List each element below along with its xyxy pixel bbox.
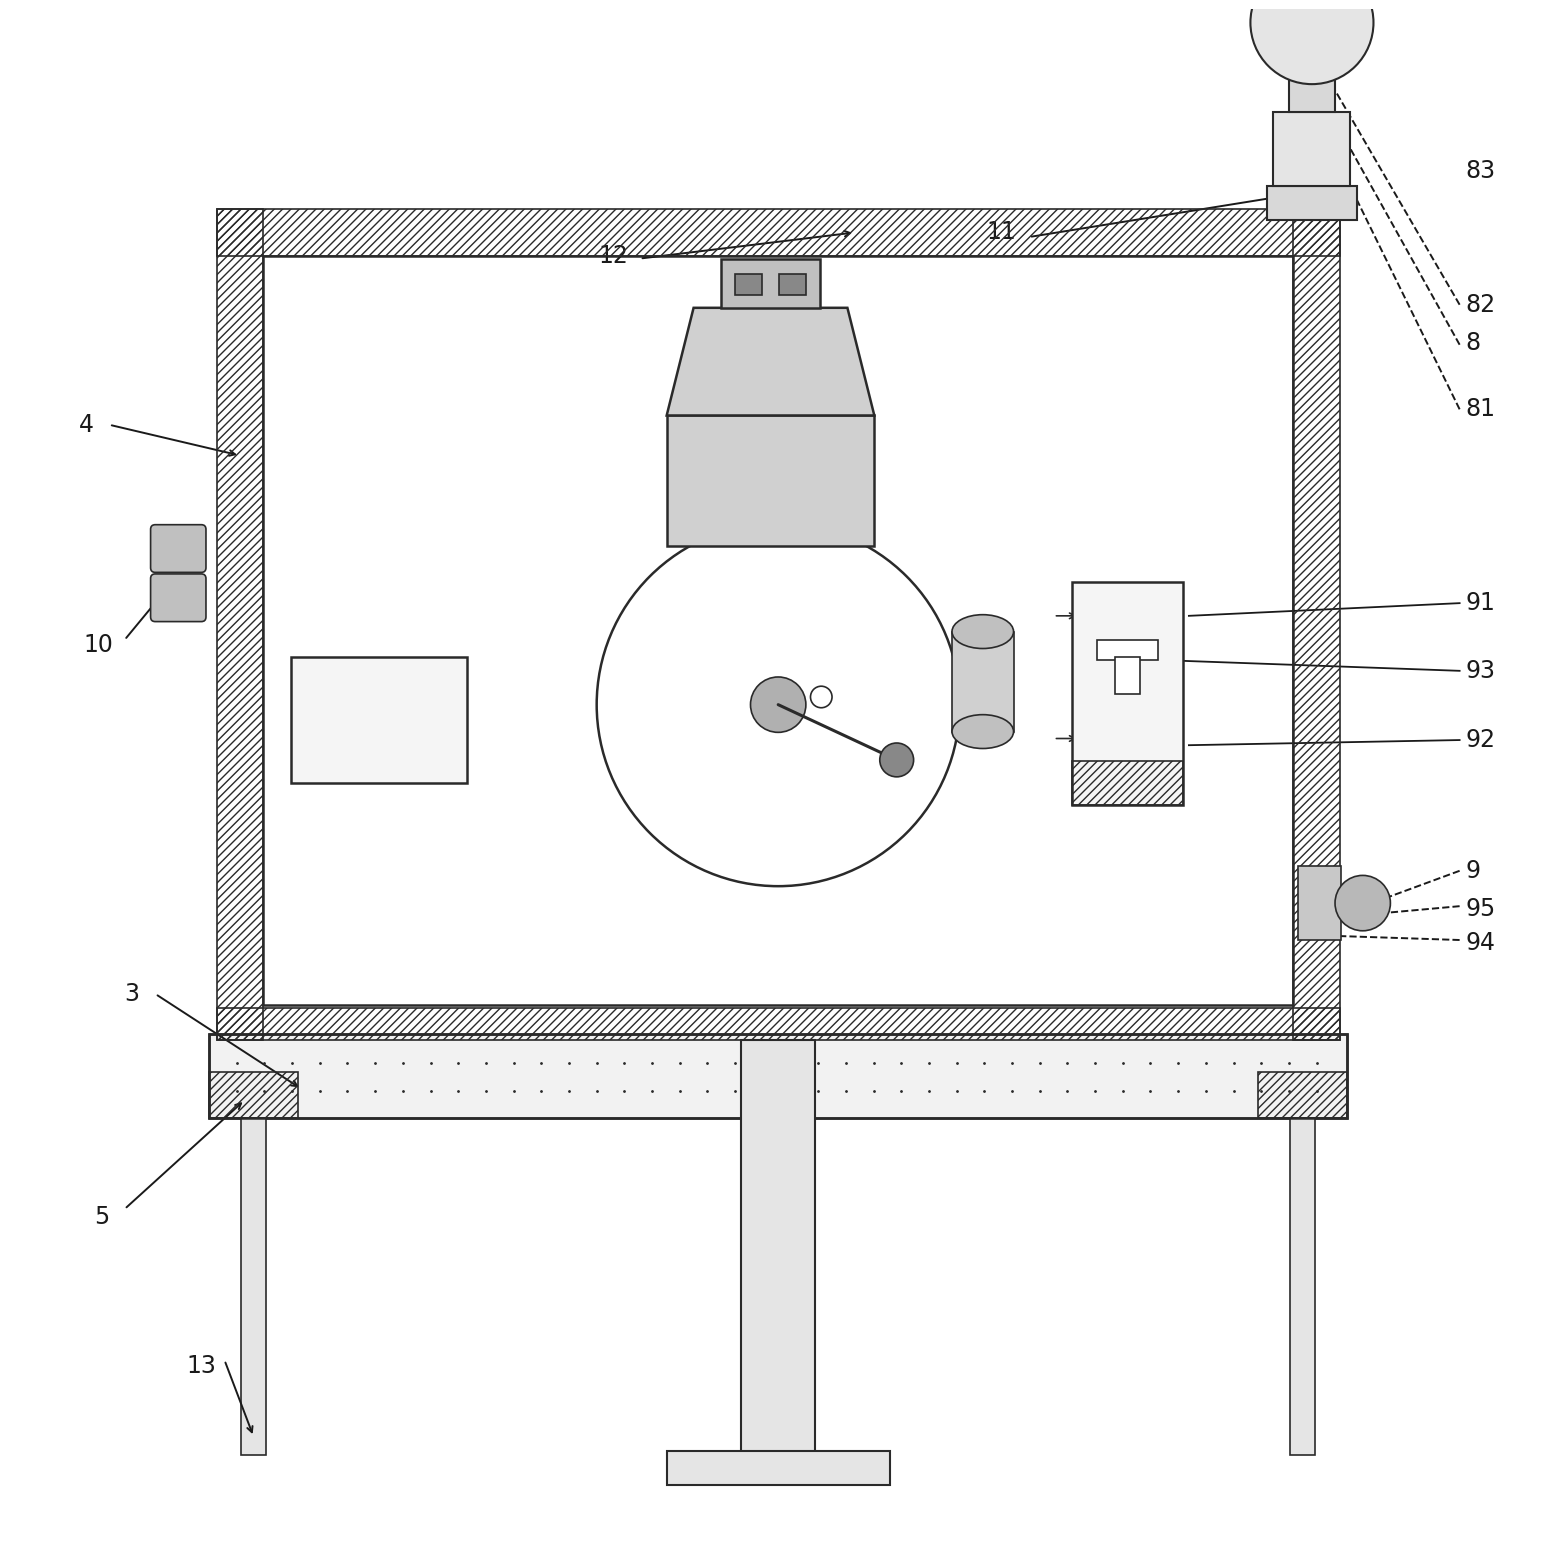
Text: 1: 1 [325,698,339,721]
Bar [210,1034,1347,1118]
Text: 9: 9 [1465,859,1481,883]
Bar [721,258,820,308]
Text: 94: 94 [1465,931,1496,954]
Circle shape [750,677,806,732]
Text: 81: 81 [1465,397,1496,422]
Text: 93: 93 [1465,659,1496,684]
Bar [210,1034,1347,1118]
Text: 4: 4 [79,413,94,436]
Ellipse shape [1250,0,1373,84]
Bar [1288,69,1335,112]
Text: 8: 8 [1465,332,1481,355]
Bar [1298,866,1341,940]
Bar [667,1451,889,1484]
Bar [217,209,1339,255]
Bar [291,657,467,783]
Bar [264,255,1293,1006]
Text: 10: 10 [83,632,112,657]
FancyBboxPatch shape [151,575,206,621]
Bar [741,1040,815,1464]
Circle shape [596,523,960,886]
Bar [217,209,264,1040]
Bar [217,1007,1339,1040]
Bar [952,632,1014,732]
Text: 5: 5 [94,1205,109,1228]
Text: 3: 3 [125,982,140,1006]
Text: 12: 12 [598,243,629,268]
Bar [1290,1118,1314,1456]
Bar [1293,209,1339,1040]
Circle shape [1335,875,1390,931]
FancyBboxPatch shape [151,525,206,573]
Bar [210,1073,299,1118]
Bar [778,274,806,296]
Text: 13: 13 [186,1355,216,1378]
Polygon shape [667,308,874,416]
Ellipse shape [952,715,1014,749]
Bar [1073,761,1183,805]
Text: 82: 82 [1465,293,1496,316]
Text: 11: 11 [986,221,1016,244]
Bar [1257,1073,1347,1118]
Bar [1097,640,1159,660]
Bar [735,274,763,296]
Bar [667,416,874,547]
Bar [1073,582,1183,805]
Bar [242,1118,267,1456]
Bar [1267,185,1356,220]
Text: 2: 2 [800,1400,815,1425]
Text: 83: 83 [1465,159,1496,182]
Circle shape [811,687,832,708]
Ellipse shape [952,615,1014,649]
Circle shape [880,743,914,777]
Text: 92: 92 [1465,729,1496,752]
Text: 91: 91 [1465,592,1496,615]
Bar [1273,112,1350,185]
Text: 95: 95 [1465,897,1496,922]
Bar [1116,657,1140,694]
